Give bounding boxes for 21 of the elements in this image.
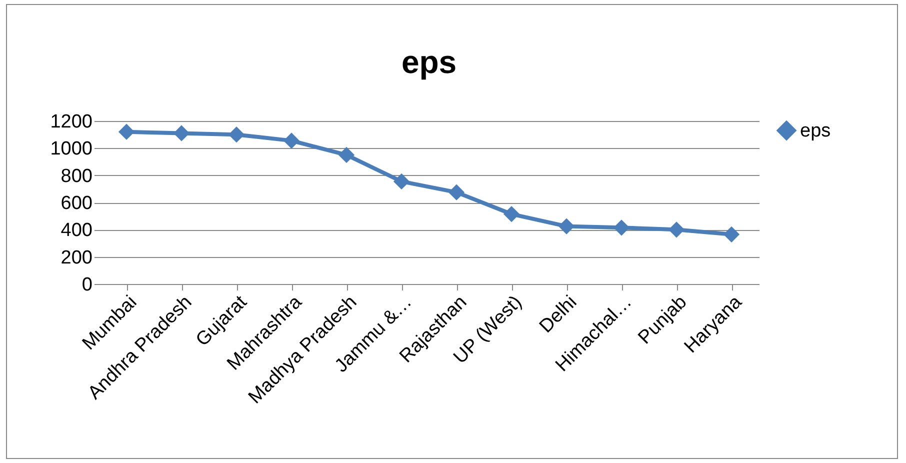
point bbox=[723, 226, 740, 242]
y-tick-label: 600 bbox=[60, 193, 92, 214]
point bbox=[338, 146, 355, 164]
y-tick-label: 200 bbox=[60, 247, 92, 268]
point bbox=[503, 206, 520, 222]
point bbox=[558, 218, 575, 234]
y-tick-label: 400 bbox=[60, 220, 92, 242]
y-tick-label: 1200 bbox=[50, 112, 92, 132]
point bbox=[228, 126, 245, 143]
point bbox=[118, 124, 135, 140]
point bbox=[613, 220, 630, 236]
point bbox=[283, 132, 300, 149]
chart-title: eps bbox=[401, 44, 457, 80]
y-tick-label: 800 bbox=[60, 166, 92, 187]
point bbox=[393, 173, 410, 190]
point bbox=[173, 125, 190, 142]
point bbox=[668, 222, 685, 238]
y-tick-label: 0 bbox=[82, 274, 92, 296]
point bbox=[448, 184, 465, 200]
legend-label: eps bbox=[800, 120, 831, 142]
y-tick-label: 1000 bbox=[50, 138, 92, 160]
